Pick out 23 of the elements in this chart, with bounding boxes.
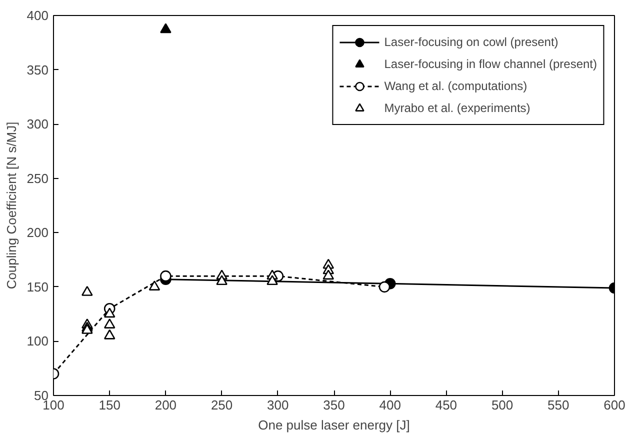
y-tick-label: 350 <box>26 62 49 78</box>
x-tick-label: 350 <box>323 398 345 412</box>
legend-label: Laser-focusing on cowl (present) <box>384 35 558 49</box>
x-tick-label: 550 <box>548 398 570 412</box>
y-tick-label: 300 <box>26 116 49 132</box>
legend-label: Wang et al. (computations) <box>384 79 528 93</box>
y-axis-title: Coupling Coefficient [N s/MJ] <box>4 122 19 290</box>
x-tick-label: 150 <box>98 398 120 412</box>
x-tick-label: 200 <box>154 398 177 412</box>
y-tick-label: 100 <box>26 334 49 349</box>
legend-label: Laser-focusing in flow channel (present) <box>384 57 597 71</box>
y-tick-label: 400 <box>26 8 49 23</box>
x-tick-label: 250 <box>210 398 233 412</box>
y-tick-label: 150 <box>26 279 49 294</box>
x-axis-title: One pulse laser energy [J] <box>258 418 410 432</box>
y-tick-label: 250 <box>26 170 49 186</box>
legend-label: Myrabo et al. (experiments) <box>384 101 530 115</box>
x-tick-label: 300 <box>267 398 289 412</box>
x-tick-label: 400 <box>379 398 401 412</box>
y-tick-label: 200 <box>26 225 49 240</box>
x-tick-label: 450 <box>435 398 458 412</box>
x-tick-label: 500 <box>491 398 514 412</box>
x-tick-label: 600 <box>604 398 626 412</box>
